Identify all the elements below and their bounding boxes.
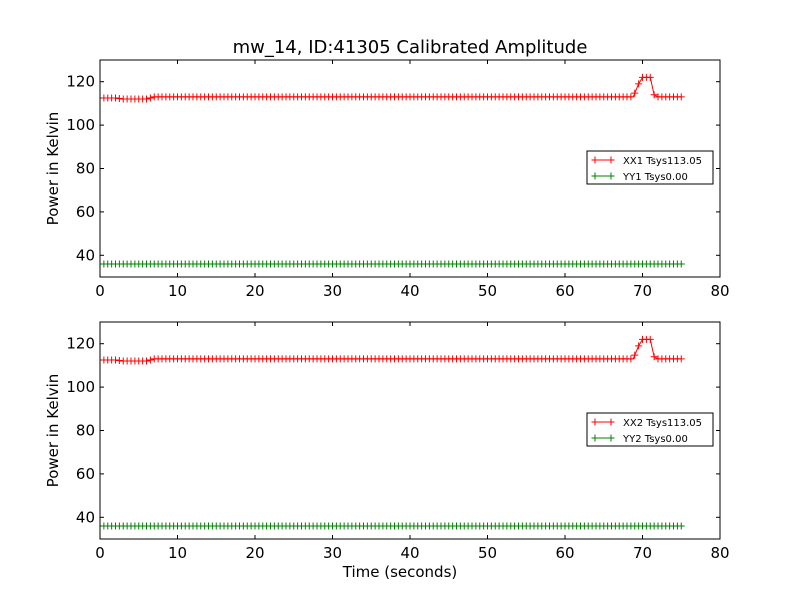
y-tick-label: 120 xyxy=(66,335,95,353)
x-tick-label: 60 xyxy=(555,282,574,300)
x-axis-label: Time (seconds) xyxy=(342,563,458,581)
data-point xyxy=(677,522,685,530)
data-point xyxy=(631,89,639,97)
x-tick-label: 10 xyxy=(168,282,187,300)
data-point xyxy=(646,335,654,343)
legend-label: YY2 Tsys0.00 xyxy=(622,434,688,445)
legend-marker xyxy=(591,172,599,180)
y-tick-label: 60 xyxy=(76,465,95,483)
legend-marker xyxy=(591,156,599,164)
data-point xyxy=(146,94,154,102)
legend-entry: YY1 Tsys0.00 xyxy=(591,172,688,183)
data-point xyxy=(115,95,123,103)
x-tick-label: 30 xyxy=(323,544,342,562)
data-point xyxy=(112,356,119,364)
legend-entry: YY2 Tsys0.00 xyxy=(591,434,688,445)
data-point xyxy=(635,80,643,88)
data-point xyxy=(143,95,150,103)
data-point xyxy=(115,357,123,365)
legend-entry: XX1 Tsys113.05 xyxy=(591,156,702,167)
y-axis-label: Power in Kelvin xyxy=(44,374,62,488)
data-point xyxy=(635,342,643,350)
y-tick-label: 40 xyxy=(76,508,95,526)
y-tick-label: 80 xyxy=(76,422,95,440)
x-tick-label: 70 xyxy=(633,544,652,562)
legend-marker xyxy=(607,156,615,164)
data-point xyxy=(677,355,685,363)
y-tick-label: 60 xyxy=(76,203,95,221)
y-axis-label: Power in Kelvin xyxy=(44,112,62,226)
data-point xyxy=(646,73,654,81)
x-tick-label: 80 xyxy=(710,282,729,300)
legend-frame xyxy=(586,412,714,447)
legend: XX2 Tsys113.05 YY2 Tsys0.00 xyxy=(586,412,714,447)
series-1 xyxy=(100,335,685,365)
x-tick-label: 0 xyxy=(95,544,105,562)
subplot-1: 0 10 20 30 40 50 60 70 80 40 60 80 100 120 Power in Ke… xyxy=(44,59,730,300)
data-point xyxy=(650,91,658,99)
x-tick-label: 30 xyxy=(323,282,342,300)
y-tick-label: 80 xyxy=(76,160,95,178)
legend-label: YY1 Tsys0.00 xyxy=(622,172,688,183)
x-tick-label: 80 xyxy=(710,544,729,562)
y-tick-label: 40 xyxy=(76,246,95,264)
series-2 xyxy=(100,260,685,268)
legend-frame xyxy=(586,150,714,185)
data-point xyxy=(677,93,685,101)
legend-marker xyxy=(607,418,615,426)
data-point xyxy=(627,93,635,101)
data-point xyxy=(677,260,685,268)
series-1 xyxy=(100,73,685,103)
legend-label: XX1 Tsys113.05 xyxy=(623,156,702,167)
y-tick-label: 100 xyxy=(66,378,95,396)
y-tick-label: 100 xyxy=(66,116,95,134)
legend-marker xyxy=(607,172,615,180)
y-tick-label: 120 xyxy=(66,73,95,91)
x-tick-label: 60 xyxy=(555,544,574,562)
x-tick-label: 40 xyxy=(400,282,419,300)
legend-label: XX2 Tsys113.05 xyxy=(623,418,702,429)
x-tick-label: 50 xyxy=(478,282,497,300)
legend-marker xyxy=(591,434,599,442)
data-point xyxy=(112,94,119,102)
data-point xyxy=(146,356,154,364)
x-tick-label: 20 xyxy=(245,544,264,562)
legend-marker xyxy=(591,418,599,426)
x-tick-label: 10 xyxy=(168,544,187,562)
x-tick-label: 40 xyxy=(400,544,419,562)
x-tick-label: 50 xyxy=(478,544,497,562)
chart-title: mw_14, ID:41305 Calibrated Amplitude xyxy=(233,37,588,58)
data-point xyxy=(650,353,658,361)
x-tick-label: 0 xyxy=(95,282,105,300)
subplot-2: 0 10 20 30 40 50 60 70 80 40 60 80 100 120 Power in Ke… xyxy=(44,321,730,581)
x-tick-label: 70 xyxy=(633,282,652,300)
data-point xyxy=(627,355,635,363)
legend-marker xyxy=(607,434,615,442)
series-2 xyxy=(100,522,685,530)
legend: XX1 Tsys113.05 YY1 Tsys0.00 xyxy=(586,150,714,185)
data-point xyxy=(631,351,639,359)
data-point xyxy=(143,357,150,365)
legend-entry: XX2 Tsys113.05 xyxy=(591,418,702,429)
x-tick-label: 20 xyxy=(245,282,264,300)
